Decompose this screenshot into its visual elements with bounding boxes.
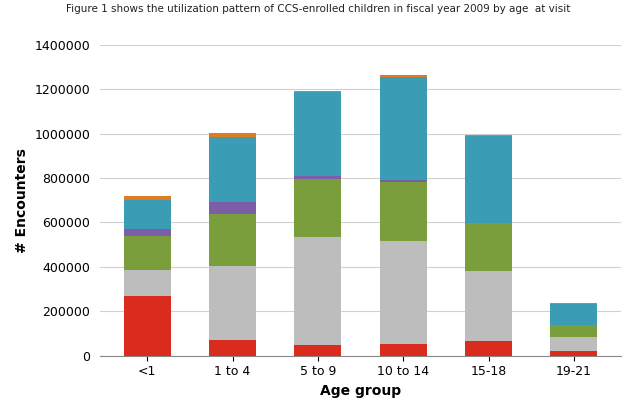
Bar: [550, 351, 597, 356]
Bar: [550, 337, 597, 351]
Bar: [294, 179, 342, 237]
Text: Figure 1 shows the utilization pattern of CCS-enrolled children in fiscal year 2: Figure 1 shows the utilization pattern o…: [66, 4, 570, 14]
Bar: [380, 344, 427, 356]
Bar: [209, 133, 256, 137]
Bar: [294, 237, 342, 344]
Bar: [124, 197, 170, 200]
Bar: [294, 176, 342, 179]
Bar: [380, 183, 427, 241]
Bar: [124, 236, 170, 270]
Bar: [550, 325, 597, 337]
Bar: [124, 229, 170, 236]
Bar: [124, 200, 170, 229]
Bar: [550, 304, 597, 325]
Bar: [294, 344, 342, 356]
Bar: [380, 241, 427, 344]
Y-axis label: # Encounters: # Encounters: [15, 148, 29, 253]
Bar: [209, 266, 256, 340]
Bar: [465, 223, 512, 271]
Bar: [465, 341, 512, 356]
Bar: [209, 214, 256, 266]
X-axis label: Age group: Age group: [320, 384, 401, 398]
Bar: [465, 135, 512, 136]
Bar: [209, 202, 256, 214]
Bar: [209, 340, 256, 356]
Bar: [380, 76, 427, 180]
Bar: [550, 303, 597, 304]
Bar: [124, 296, 170, 356]
Bar: [209, 137, 256, 202]
Bar: [380, 180, 427, 183]
Bar: [124, 270, 170, 296]
Bar: [465, 271, 512, 341]
Bar: [294, 91, 342, 92]
Bar: [465, 136, 512, 223]
Bar: [294, 92, 342, 176]
